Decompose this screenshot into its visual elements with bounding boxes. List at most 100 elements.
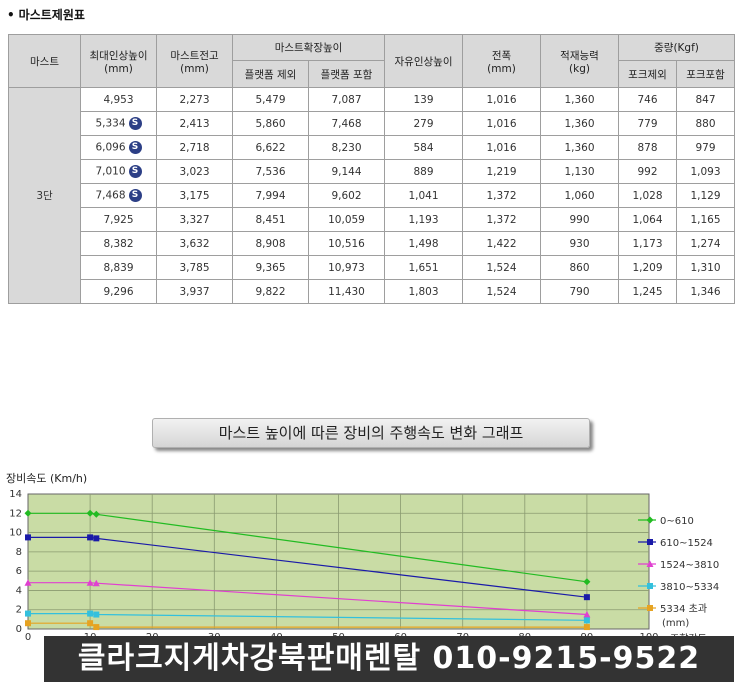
cell-mast-height: 2,718 (156, 135, 233, 160)
y-tick-label: 8 (16, 547, 22, 558)
cell-value: 7,925 (103, 213, 134, 226)
table-row: 7,468 S 3,175 7,994 9,602 1,041 1,372 1,060 1,02… (9, 183, 736, 208)
cell-width: 1,219 (462, 159, 541, 184)
cell-value: 584 (413, 141, 434, 154)
data-point (647, 583, 653, 589)
s-badge-icon: S (128, 165, 142, 178)
cell-value: 3,937 (179, 285, 210, 298)
cell-ext-excl: 6,622 (232, 135, 309, 160)
cell-w-excl: 1,209 (618, 255, 677, 280)
cell-value: 1,041 (408, 189, 439, 202)
series-line (28, 512, 587, 583)
cell-value: 1,360 (564, 117, 595, 130)
cell-mast-height: 2,273 (156, 87, 233, 112)
y-axis-label: 장비속도 (Km/h) (6, 472, 88, 485)
contact-banner: 클라크지게차강북판매렌탈 010-9215-9522 (44, 636, 734, 682)
cell-value: 1,016 (486, 93, 517, 106)
data-point (646, 516, 654, 524)
cell-value: 930 (569, 237, 590, 250)
cell-value: 1,245 (632, 285, 663, 298)
cell-capacity: 1,360 (540, 135, 619, 160)
cell-width: 1,372 (462, 207, 541, 232)
y-tick-label: 14 (9, 489, 22, 500)
cell-value: 11,430 (328, 285, 365, 298)
cell-w-excl: 992 (618, 159, 677, 184)
y-tick-label: 2 (16, 605, 22, 616)
legend-label: 0~610 (660, 516, 694, 527)
data-point (24, 509, 32, 517)
y-tick-label: 0 (16, 624, 22, 635)
cell-value: 1,173 (632, 237, 663, 250)
cell-value: 9,822 (255, 285, 286, 298)
data-point (87, 610, 94, 617)
legend-label: 5334 초과 (660, 603, 707, 615)
cell-value: 9,296 (103, 285, 134, 298)
cell-ext-incl: 10,516 (308, 231, 385, 256)
cell-value: 6,096 (95, 141, 126, 154)
cell-mast-height: 3,023 (156, 159, 233, 184)
cell-ext-excl: 7,994 (232, 183, 309, 208)
data-point (583, 624, 590, 631)
cell-w-excl: 1,028 (618, 183, 677, 208)
cell-w-incl: 880 (675, 111, 736, 136)
cell-value: 992 (637, 165, 658, 178)
cell-value: 1,360 (564, 141, 595, 154)
cell-value: 8,908 (255, 237, 286, 250)
y-tick-label: 4 (16, 585, 22, 596)
cell-value: 1,016 (486, 141, 517, 154)
cell-ext-excl: 5,860 (232, 111, 309, 136)
data-point (583, 617, 590, 624)
cell-value: 790 (569, 285, 590, 298)
cell-max-lift: 7,468 S (80, 183, 157, 208)
cell-w-incl: 1,310 (675, 255, 736, 280)
cell-value: 8,230 (331, 141, 362, 154)
cell-w-incl: 979 (675, 135, 736, 160)
x-tick-label: 0 (25, 632, 31, 643)
data-point (92, 579, 100, 587)
cell-w-excl: 1,245 (618, 279, 677, 304)
cell-capacity: 790 (540, 279, 619, 304)
cell-width: 1,016 (462, 135, 541, 160)
cell-max-lift: 7,010 S (80, 159, 157, 184)
data-point (24, 579, 32, 586)
cell-ext-excl: 8,908 (232, 231, 309, 256)
cell-mast-height: 3,175 (156, 183, 233, 208)
cell-value: 860 (569, 261, 590, 274)
cell-value: 1,422 (486, 237, 517, 250)
data-point (583, 578, 591, 586)
cell-width: 1,016 (462, 111, 541, 136)
data-point (583, 611, 591, 618)
cell-value: 3,327 (179, 213, 210, 226)
cell-ext-excl: 5,479 (232, 87, 309, 112)
data-point (93, 624, 100, 631)
series-line (28, 582, 587, 616)
cell-free-lift: 279 (384, 111, 463, 136)
header-weight-excl: 포크제외 (618, 60, 677, 88)
header-free-lift: 자유인상높이 (384, 34, 463, 88)
cell-value: 1,093 (690, 165, 721, 178)
cell-value: 7,536 (255, 165, 286, 178)
cell-value: 878 (637, 141, 658, 154)
table-row: 7,010 S 3,023 7,536 9,144 889 1,219 1,130 992 1,0… (9, 159, 736, 184)
cell-value: 7,468 (95, 189, 126, 202)
cell-mast-height: 3,632 (156, 231, 233, 256)
series-line (28, 536, 587, 598)
cell-mast-height: 3,937 (156, 279, 233, 304)
cell-ext-incl: 7,087 (308, 87, 385, 112)
cell-capacity: 1,060 (540, 183, 619, 208)
data-point (646, 560, 654, 567)
cell-value: 5,860 (255, 117, 286, 130)
cell-capacity: 860 (540, 255, 619, 280)
cell-ext-incl: 10,059 (308, 207, 385, 232)
data-point (25, 610, 31, 617)
cell-free-lift: 584 (384, 135, 463, 160)
legend-label: 610~1524 (660, 538, 713, 549)
cell-free-lift: 1,651 (384, 255, 463, 280)
cell-width: 1,422 (462, 231, 541, 256)
cell-value: 1,064 (632, 213, 663, 226)
cell-value: 779 (637, 117, 658, 130)
series-line (28, 622, 587, 628)
legend-label: 3810~5334 (660, 582, 719, 593)
cell-value: 3,785 (179, 261, 210, 274)
cell-width: 1,524 (462, 279, 541, 304)
